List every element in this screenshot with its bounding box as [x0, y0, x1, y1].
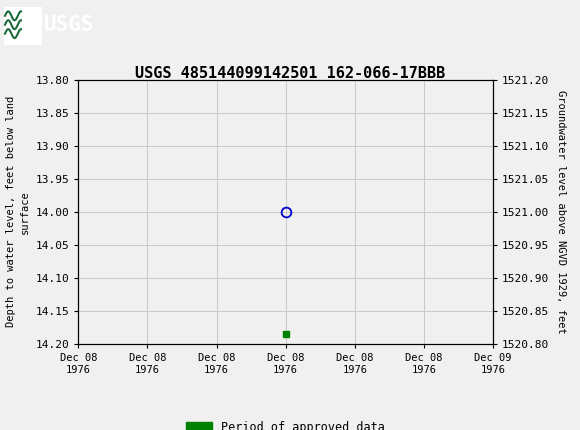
Y-axis label: Depth to water level, feet below land
surface: Depth to water level, feet below land su… [6, 96, 30, 327]
FancyBboxPatch shape [4, 7, 42, 45]
Legend: Period of approved data: Period of approved data [182, 416, 390, 430]
Text: USGS: USGS [44, 15, 95, 35]
Text: USGS 485144099142501 162-066-17BBB: USGS 485144099142501 162-066-17BBB [135, 66, 445, 81]
Y-axis label: Groundwater level above NGVD 1929, feet: Groundwater level above NGVD 1929, feet [556, 90, 566, 334]
